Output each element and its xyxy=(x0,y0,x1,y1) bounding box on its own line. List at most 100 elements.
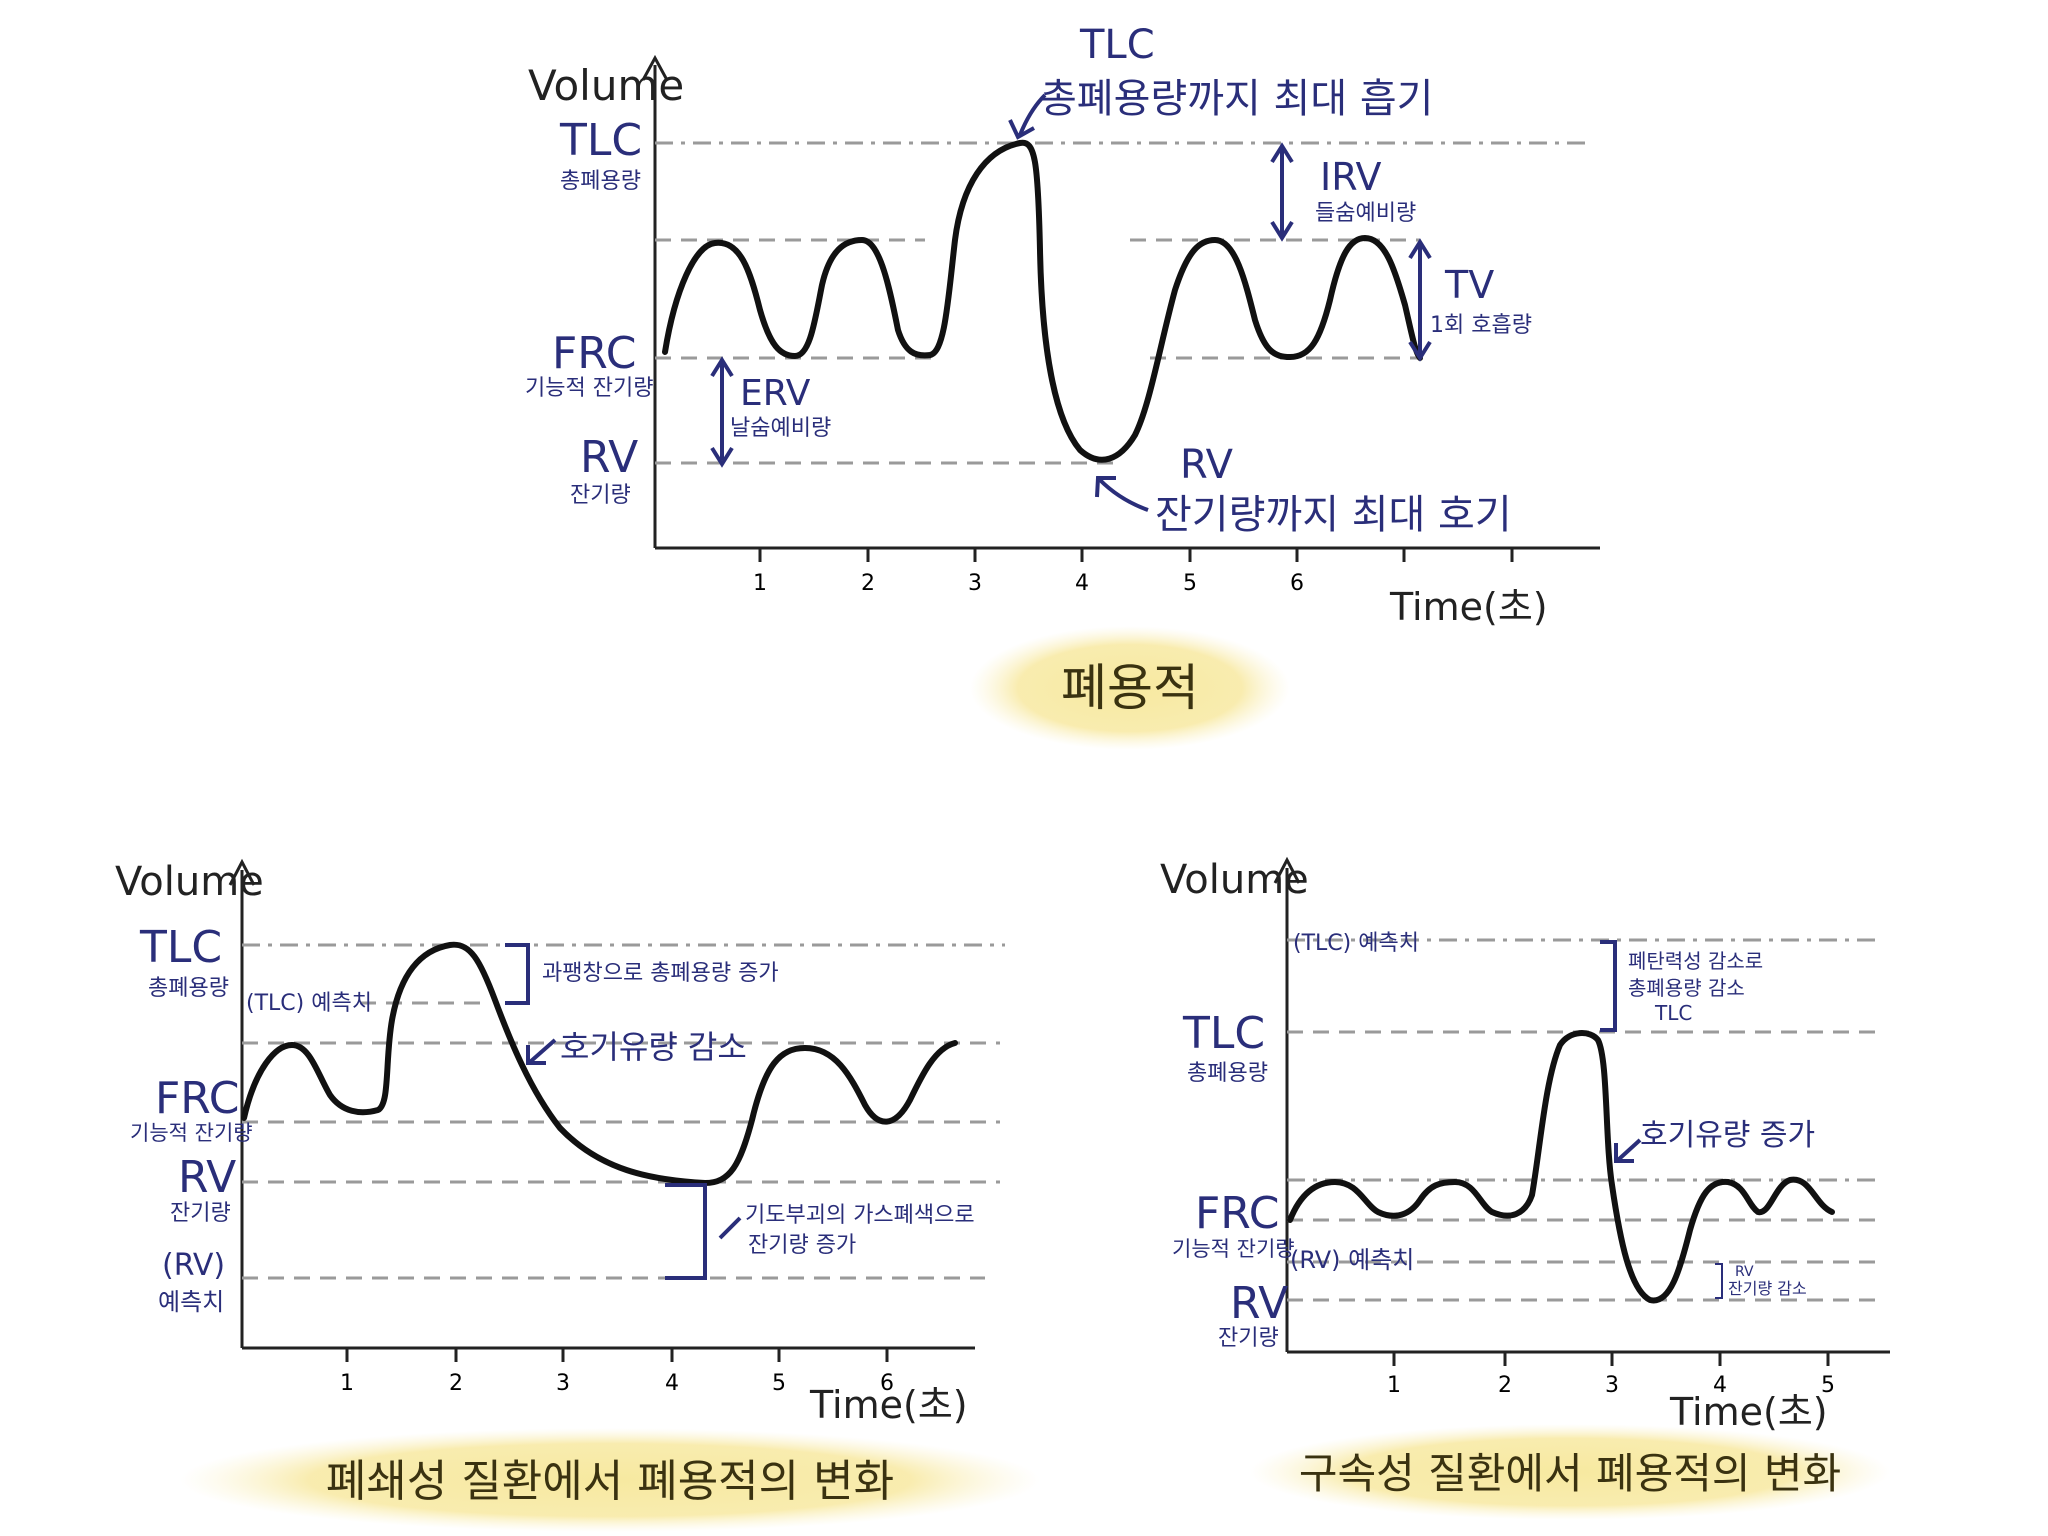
x-tick-label: 6 xyxy=(880,1371,894,1396)
rv-sub-label: 잔기량 xyxy=(1218,1326,1279,1351)
caption-highlight xyxy=(1250,1424,1890,1520)
x-ticks: 1 2 3 4 5 xyxy=(1387,1352,1835,1398)
x-ticks: 1 2 3 4 5 6 xyxy=(753,548,1514,596)
x-tick-label: 3 xyxy=(968,571,982,596)
x-tick-label: 6 xyxy=(1290,571,1304,596)
arrow-head-icon xyxy=(1095,476,1116,498)
rv-decrease-note-line1: RV xyxy=(1735,1264,1754,1280)
arrow-icon xyxy=(1098,478,1149,512)
arrow-head-icon xyxy=(710,356,734,378)
volume-curve xyxy=(1287,1030,1835,1304)
tlc-label: TLC xyxy=(1182,1008,1265,1059)
arrow-icon xyxy=(718,1216,742,1240)
y-axis-arrow-icon xyxy=(1273,856,1301,884)
tlc-increase-bracket xyxy=(505,943,530,1005)
y-axis-arrow-icon xyxy=(228,858,256,886)
volume-curve xyxy=(241,941,958,1186)
caption-obstructive: 구속성 질환에서 폐용적의 변화 xyxy=(1299,1449,1841,1498)
y-axis-label: Volume xyxy=(528,61,684,110)
tlc-label: TLC xyxy=(559,115,642,166)
x-axis-label: Time(초) xyxy=(1389,585,1548,629)
caption-restrictive: 폐쇄성 질환에서 폐용적의 변화 xyxy=(326,1456,894,1507)
rv-sub-label: 잔기량 xyxy=(170,1201,231,1226)
flow-increase-note: 호기유량 증가 xyxy=(1640,1118,1815,1153)
flow-decrease-note: 호기유량 감소 xyxy=(560,1028,747,1066)
y-axis-label: Volume xyxy=(1160,857,1309,903)
rv-sub-label: 잔기량 xyxy=(570,483,631,508)
rv-label: RV xyxy=(580,432,638,483)
irv-label: IRV xyxy=(1320,155,1382,199)
rv-label: RV xyxy=(178,1152,236,1203)
x-tick-label: 4 xyxy=(1075,571,1089,596)
rv-increase-note-line2: 잔기량 증가 xyxy=(748,1233,856,1258)
erv-label: ERV xyxy=(740,373,811,414)
frc-label: FRC xyxy=(155,1073,239,1124)
y-axis-arrow-icon xyxy=(641,54,669,81)
tlc-decrease-note-line2: 총폐용량 감소 xyxy=(1628,976,1745,1000)
x-tick-label: 3 xyxy=(1605,1373,1619,1398)
arrow-head-icon xyxy=(1008,119,1035,140)
tlc-annotation-text: 총폐용량까지 최대 흡기 xyxy=(1040,76,1433,122)
tlc-sub-label: 총폐용량 xyxy=(1187,1061,1268,1086)
arrow-head-icon xyxy=(1408,340,1432,362)
x-tick-label: 2 xyxy=(861,571,875,596)
arrow-head-icon xyxy=(526,1045,546,1065)
x-tick-label: 5 xyxy=(1183,571,1197,596)
x-tick-label: 1 xyxy=(1387,1373,1401,1398)
frc-sub-label: 기능적 잔기량 xyxy=(1172,1237,1295,1261)
tlc-predicted-label: (TLC) 예측치 xyxy=(246,991,372,1016)
tlc-predicted-label: (TLC) 예측치 xyxy=(1293,931,1419,956)
arrow-head-icon xyxy=(1614,1143,1634,1163)
restrictive-disease-chart: 1 2 3 4 5 6 Volume Time(초) TLC 총폐용량 FRC … xyxy=(115,858,1040,1532)
arrow-icon xyxy=(528,1038,557,1064)
x-axis-label: Time(초) xyxy=(1669,1390,1828,1434)
rv-increase-bracket xyxy=(665,1183,707,1280)
y-axis-label: Volume xyxy=(115,859,264,905)
x-tick-label: 4 xyxy=(1713,1373,1727,1398)
caption-highlight xyxy=(970,626,1290,750)
x-tick-label: 1 xyxy=(753,571,767,596)
tlc-increase-note: 과팽창으로 총폐용량 증가 xyxy=(542,961,779,986)
rv-predicted-label: (RV) xyxy=(162,1248,225,1283)
arrow-head-icon xyxy=(1270,220,1294,242)
rv-predicted-label: (RV) 예측치 xyxy=(1290,1246,1414,1274)
obstructive-disease-chart: 1 2 3 4 5 Volume Time(초) TLC 총폐용량 FRC 기능… xyxy=(1160,856,1890,1520)
x-ticks: 1 2 3 4 5 6 xyxy=(340,1348,894,1396)
x-tick-label: 3 xyxy=(556,1371,570,1396)
rv-predicted-sub-label: 예측치 xyxy=(158,1288,224,1316)
tlc-decrease-bracket xyxy=(1600,940,1617,1032)
tv-sub-label: 1회 호흡량 xyxy=(1430,313,1532,338)
frc-sub-label: 기능적 잔기량 xyxy=(130,1121,253,1145)
tlc-label: TLC xyxy=(139,922,222,973)
tlc-sub-label: 총폐용량 xyxy=(560,169,641,194)
rv-decrease-bracket xyxy=(1715,1263,1723,1299)
rv-annotation-title: RV xyxy=(1180,442,1234,488)
x-tick-label: 5 xyxy=(772,1371,786,1396)
x-tick-label: 2 xyxy=(1498,1373,1512,1398)
caption-highlight xyxy=(180,1428,1040,1532)
frc-sub-label: 기능적 잔기량 xyxy=(525,376,653,401)
arrow-head-icon xyxy=(710,446,734,468)
arrow-head-icon xyxy=(1270,142,1294,164)
rv-label: RV xyxy=(1230,1278,1288,1329)
arrow-head-icon xyxy=(1408,238,1432,260)
x-tick-label: 5 xyxy=(1821,1373,1835,1398)
tlc-decrease-note-line1: 폐탄력성 감소로 xyxy=(1628,949,1763,973)
tlc-decrease-note-line3: TLC xyxy=(1654,1001,1692,1025)
erv-sub-label: 날숨예비량 xyxy=(730,416,831,441)
frc-label: FRC xyxy=(1195,1188,1279,1239)
x-tick-label: 4 xyxy=(665,1371,679,1396)
x-tick-label: 1 xyxy=(340,1371,354,1396)
irv-sub-label: 들숨예비량 xyxy=(1315,201,1416,226)
frc-label: FRC xyxy=(552,328,636,379)
rv-decrease-note-line2: 잔기량 감소 xyxy=(1728,1279,1807,1298)
tlc-sub-label: 총폐용량 xyxy=(148,976,229,1001)
rv-annotation-text: 잔기량까지 최대 호기 xyxy=(1155,492,1512,538)
x-tick-label: 2 xyxy=(449,1371,463,1396)
tv-label: TV xyxy=(1444,263,1494,307)
caption-lung-volume: 폐용적 xyxy=(1061,659,1199,717)
volume-curve xyxy=(662,139,1423,463)
rv-increase-note-line1: 기도부괴의 가스폐색으로 xyxy=(745,1203,975,1228)
lung-volume-chart: 1 2 3 4 5 6 Volume Time(초) TLC 총폐용량 FRC … xyxy=(525,22,1600,750)
